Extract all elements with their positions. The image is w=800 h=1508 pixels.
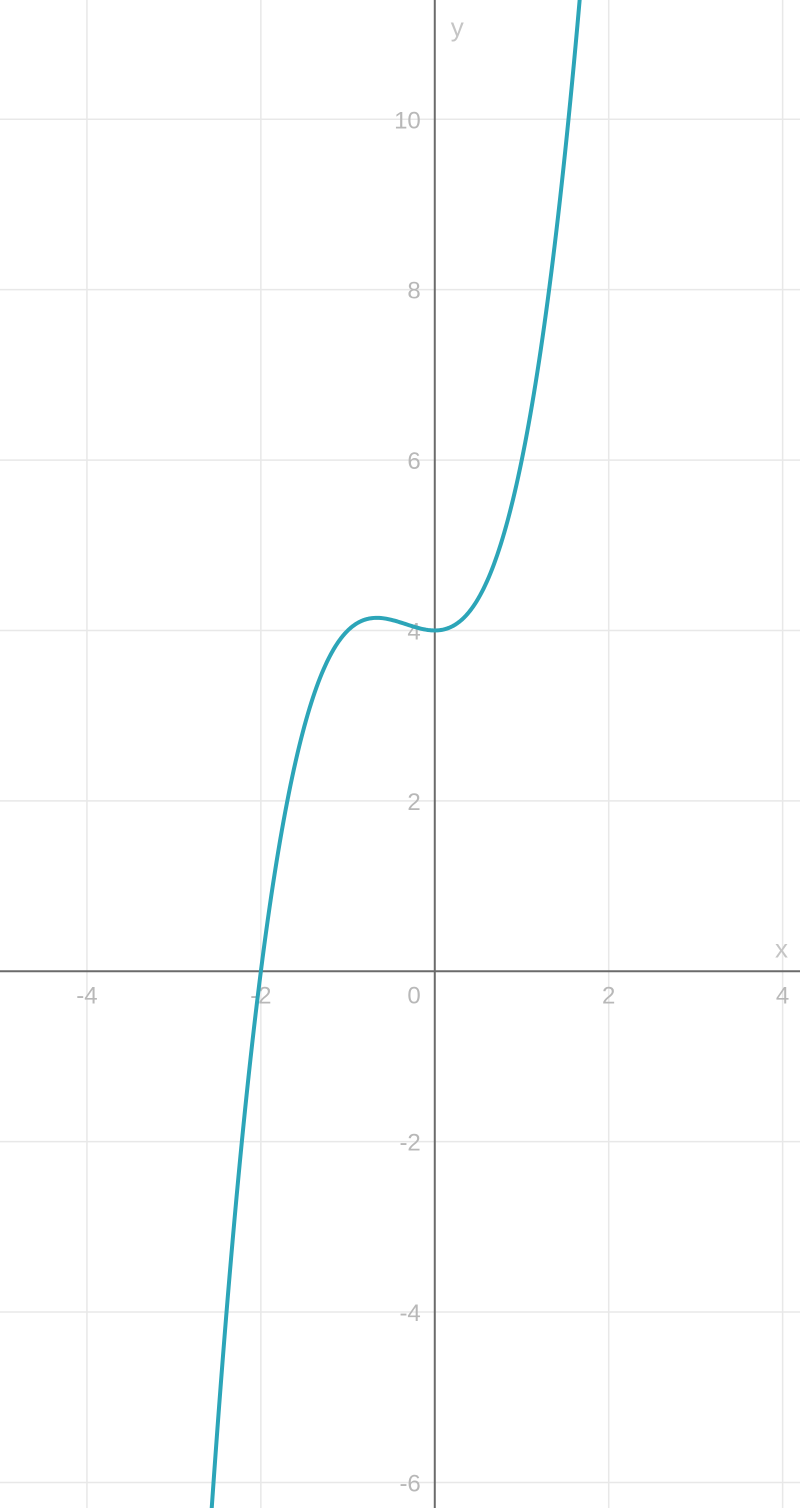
x-tick-label: 4 [776,982,789,1009]
function-graph: -4-2024-6-4-2246810xy [0,0,800,1508]
y-tick-label: 6 [407,448,420,475]
x-tick-label: 2 [602,982,615,1009]
x-axis-label: x [775,933,788,963]
y-tick-label: 8 [407,278,420,305]
y-tick-label: 10 [394,107,421,134]
y-tick-label: 2 [407,789,420,816]
y-axis-label: y [451,12,464,42]
x-tick-label: 0 [407,982,420,1009]
chart-container: -4-2024-6-4-2246810xy [0,0,800,1508]
function-curve [0,0,800,1508]
y-tick-label: -6 [399,1470,420,1497]
y-tick-label: -2 [399,1130,420,1157]
y-tick-label: 4 [407,618,420,645]
x-tick-label: -4 [76,982,97,1009]
y-tick-label: -4 [399,1300,420,1327]
